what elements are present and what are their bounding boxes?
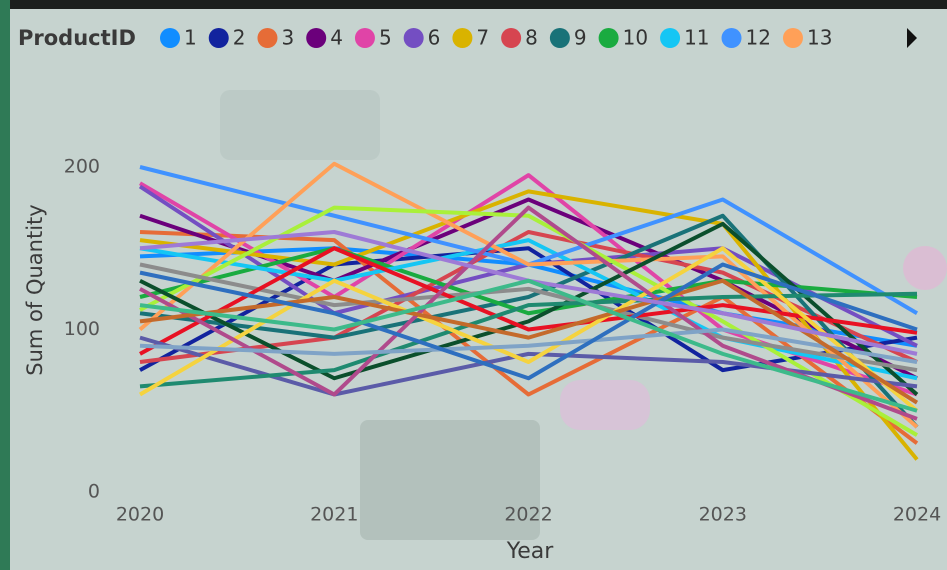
legend-title: ProductID xyxy=(18,26,136,50)
series-line xyxy=(139,221,919,397)
legend-label: 6 xyxy=(428,26,441,50)
legend-label: 5 xyxy=(379,26,392,50)
legend-label: 1 xyxy=(184,26,197,50)
series-line xyxy=(139,278,919,405)
left-edge xyxy=(0,0,10,570)
series-line xyxy=(139,238,918,381)
legend-marker xyxy=(782,28,803,48)
legend-label: 2 xyxy=(233,26,246,50)
series-line xyxy=(139,205,918,421)
x-tick-label: 2024 xyxy=(893,504,941,526)
legend-marker xyxy=(452,28,473,48)
x-tick-label: 2021 xyxy=(310,504,358,526)
legend-marker xyxy=(354,28,375,48)
series-line xyxy=(139,205,919,437)
legend-marker xyxy=(501,28,522,48)
y-axis-title: Sum of Quantity xyxy=(23,204,47,375)
legend-label: 12 xyxy=(746,26,771,50)
legend-marker xyxy=(549,28,570,48)
decor xyxy=(560,380,650,430)
legend-marker xyxy=(660,28,681,48)
legend-label: 4 xyxy=(330,26,343,50)
legend-label: 7 xyxy=(476,26,489,50)
series-line xyxy=(138,246,919,413)
legend-label: 11 xyxy=(684,26,709,50)
legend-marker xyxy=(257,28,278,48)
legend-next[interactable] xyxy=(907,28,917,48)
series-line xyxy=(139,262,918,373)
x-tick-label: 2022 xyxy=(504,504,552,526)
series-line xyxy=(139,327,918,364)
decor xyxy=(903,246,947,290)
legend-marker xyxy=(598,28,619,48)
legend-marker xyxy=(306,28,327,48)
y-tick-label: 200 xyxy=(64,156,100,178)
decor xyxy=(360,420,540,540)
series-line xyxy=(139,262,918,381)
legend-label: 10 xyxy=(623,26,648,50)
legend-marker xyxy=(208,28,229,48)
legend-marker xyxy=(721,28,742,48)
y-tick-label: 0 xyxy=(88,481,100,503)
series-line xyxy=(139,246,918,356)
legend-label: 13 xyxy=(807,26,832,50)
y-tick-label: 100 xyxy=(64,318,100,340)
series-line xyxy=(139,278,918,413)
x-tick-label: 2020 xyxy=(116,504,164,526)
legend-label: 3 xyxy=(281,26,294,50)
x-tick-label: 2023 xyxy=(699,504,747,526)
legend-label: 8 xyxy=(525,26,538,50)
series-line xyxy=(139,291,918,389)
legend-label: 9 xyxy=(574,26,587,50)
x-axis-title: Year xyxy=(506,539,555,564)
legend-marker xyxy=(160,28,180,48)
decor xyxy=(220,90,380,160)
legend-marker xyxy=(403,28,424,48)
top-bar xyxy=(0,0,947,9)
